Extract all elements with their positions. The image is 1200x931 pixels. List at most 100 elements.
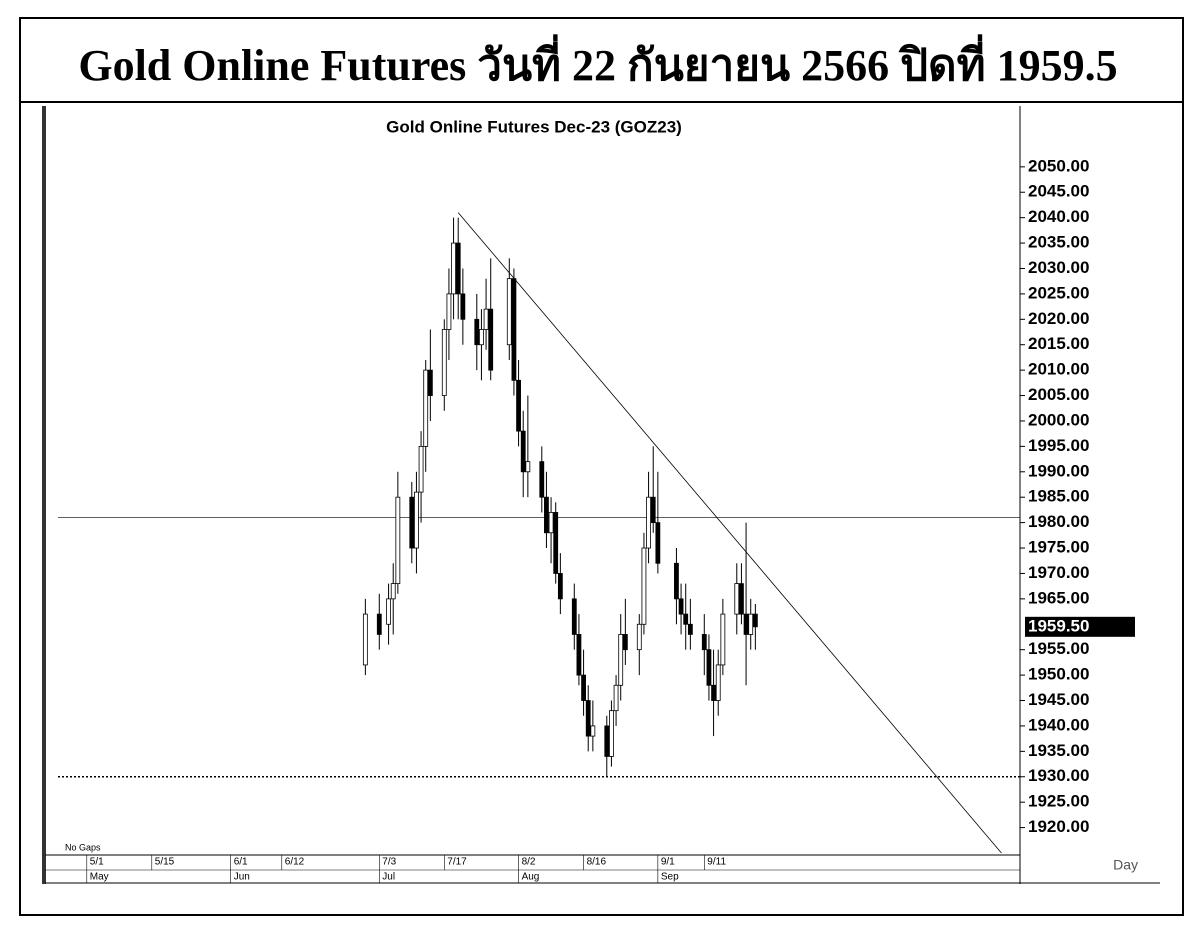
- candle-body: [701, 634, 707, 651]
- candle-body: [418, 445, 424, 493]
- candle-body: [362, 613, 368, 666]
- header-title: Gold Online Futures วันที่ 22 กันยายน 25…: [78, 34, 1117, 90]
- candle-body: [553, 512, 559, 574]
- y-tick-label: 1980.00: [1028, 512, 1089, 531]
- candle-body: [488, 308, 494, 371]
- y-tick-label: 2025.00: [1028, 283, 1089, 302]
- x-tick-label: 8/2: [522, 857, 536, 868]
- y-tick-label: 1945.00: [1028, 690, 1089, 709]
- candle-body: [520, 430, 526, 473]
- candle-body: [590, 725, 596, 737]
- candle-body: [548, 512, 554, 534]
- y-tick-label: 1965.00: [1028, 588, 1089, 607]
- candle-body: [441, 329, 447, 396]
- candle-body: [613, 684, 619, 712]
- y-tick-label: 2045.00: [1028, 182, 1089, 201]
- image-border: [42, 106, 46, 884]
- y-tick-label: 1950.00: [1028, 665, 1089, 684]
- month-label: Sep: [661, 872, 679, 883]
- chart-title: Gold Online Futures Dec-23 (GOZ23): [386, 117, 682, 136]
- candle-body: [511, 278, 517, 381]
- month-label: Jul: [382, 872, 395, 883]
- y-tick-label: 2050.00: [1028, 156, 1089, 175]
- y-tick-label: 2020.00: [1028, 309, 1089, 328]
- candle-body: [687, 623, 693, 635]
- y-tick-label: 2015.00: [1028, 334, 1089, 353]
- candle-body: [557, 573, 563, 600]
- y-tick-label: 1930.00: [1028, 766, 1089, 785]
- candle-body: [646, 496, 651, 549]
- candle-body: [506, 278, 512, 346]
- candle-body: [674, 562, 679, 600]
- candle-body: [748, 613, 754, 635]
- x-tick-label: 8/16: [587, 857, 607, 868]
- candle-body: [576, 634, 582, 676]
- candle-body: [427, 369, 433, 396]
- x-tick-label: 9/11: [707, 857, 726, 868]
- candle-body: [752, 613, 758, 628]
- x-tick-label: 9/1: [661, 857, 675, 868]
- candle-body: [618, 634, 624, 686]
- y-tick-label: 1970.00: [1028, 563, 1089, 582]
- y-tick-label: 2030.00: [1028, 258, 1089, 277]
- candle-body: [539, 461, 545, 498]
- candle-body: [711, 684, 716, 701]
- last-price-label: 1959.50: [1028, 616, 1089, 635]
- candle-body: [386, 598, 391, 625]
- candle-body: [544, 496, 549, 534]
- candle-body: [609, 710, 614, 757]
- x-tick-label: 6/1: [234, 857, 248, 868]
- candle-body: [720, 613, 726, 666]
- month-label: Jun: [234, 872, 250, 883]
- candle-body: [409, 496, 415, 549]
- x-tick-label: 6/12: [285, 857, 305, 868]
- candle-body: [571, 598, 577, 635]
- y-tick-label: 1995.00: [1028, 436, 1089, 455]
- candle-body: [683, 613, 689, 625]
- y-tick-label: 1990.00: [1028, 461, 1089, 480]
- x-tick-label: 5/15: [155, 857, 175, 868]
- y-tick-label: 1935.00: [1028, 741, 1089, 760]
- y-tick-label: 1985.00: [1028, 487, 1089, 506]
- candle-body: [516, 379, 521, 432]
- candle-body: [414, 491, 419, 549]
- y-tick-label: 1975.00: [1028, 538, 1089, 557]
- candle-body: [446, 293, 452, 330]
- x-tick-label: 7/17: [447, 857, 467, 868]
- candle-body: [641, 547, 647, 625]
- month-label: Aug: [522, 872, 540, 883]
- y-tick-label: 1920.00: [1028, 817, 1089, 836]
- candle-body: [474, 318, 480, 346]
- candle-body: [525, 461, 531, 473]
- candle-body: [455, 242, 461, 295]
- candle-body: [655, 522, 661, 564]
- candle-body: [622, 634, 628, 651]
- candle-body: [678, 598, 684, 615]
- period-label: Day: [1113, 857, 1138, 873]
- y-tick-label: 1925.00: [1028, 792, 1089, 811]
- x-tick-label: 7/3: [382, 857, 396, 868]
- candle-body: [650, 496, 656, 524]
- candle-body: [585, 700, 591, 737]
- frame: [19, 17, 1184, 916]
- y-tick-label: 2000.00: [1028, 410, 1089, 429]
- candle-body: [706, 649, 712, 686]
- candle-body: [376, 613, 382, 635]
- candle-body: [423, 369, 429, 447]
- x-tick-label: 5/1: [90, 857, 104, 868]
- candle-body: [739, 583, 744, 615]
- candle-body: [483, 308, 489, 330]
- y-tick-label: 2010.00: [1028, 360, 1089, 379]
- gap-note: No Gaps: [65, 842, 101, 852]
- y-tick-label: 2005.00: [1028, 385, 1089, 404]
- candle-body: [395, 496, 401, 585]
- y-tick-label: 2040.00: [1028, 207, 1089, 226]
- y-tick-label: 1940.00: [1028, 715, 1089, 734]
- candle-body: [734, 583, 740, 615]
- y-tick-label: 2035.00: [1028, 233, 1089, 252]
- last-price-box: [1025, 616, 1135, 637]
- trend-line: [457, 212, 1002, 854]
- candle-body: [451, 242, 456, 295]
